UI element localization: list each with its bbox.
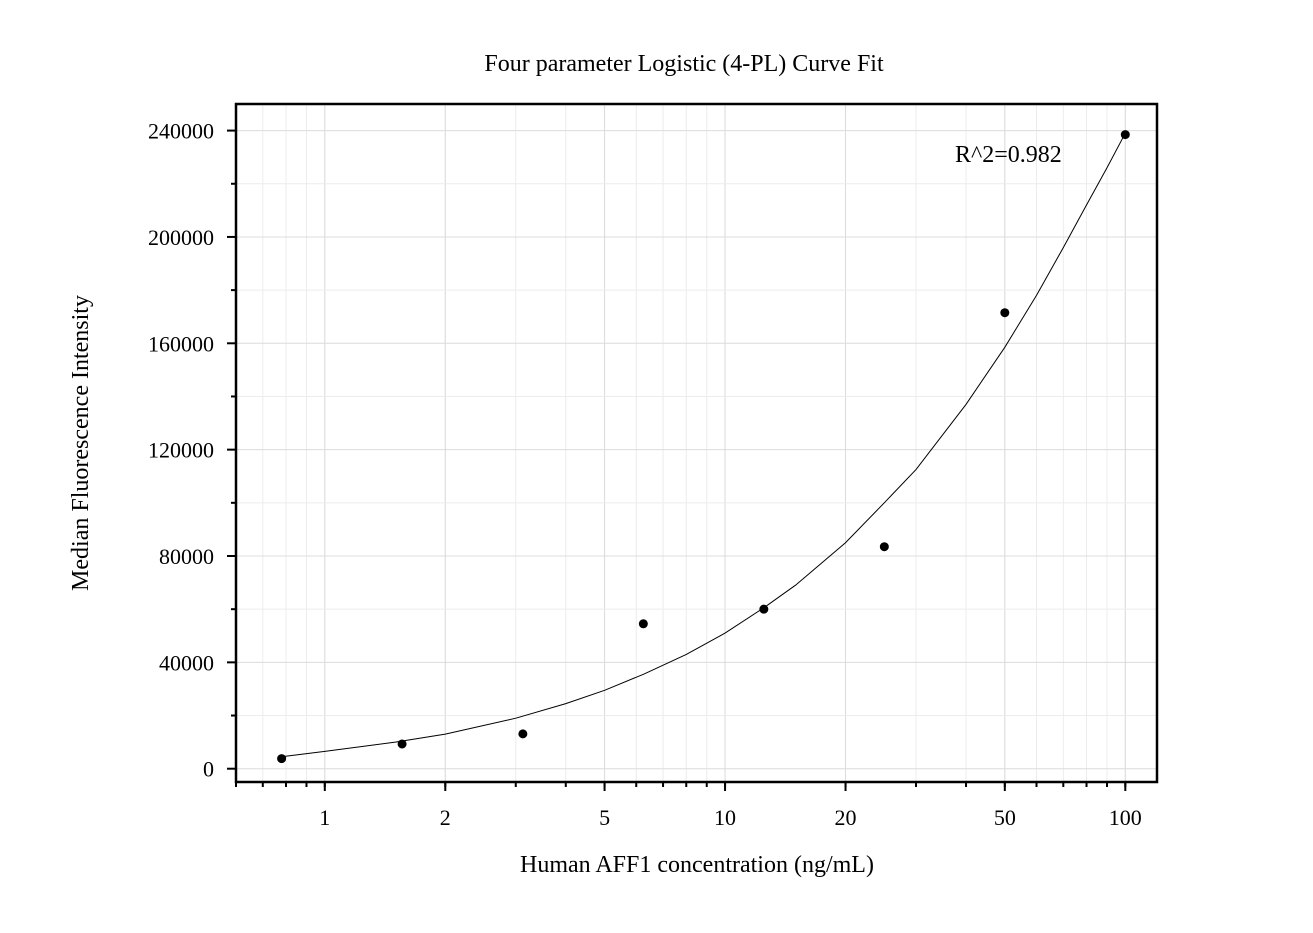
x-axis-label: Human AFF1 concentration (ng/mL)	[520, 852, 874, 878]
data-point	[397, 739, 407, 749]
y-tick-label: 80000	[159, 544, 214, 569]
y-tick-label: 0	[203, 757, 214, 782]
x-tick-label: 20	[835, 805, 857, 830]
data-point	[277, 754, 287, 764]
grid	[235, 104, 1157, 782]
y-tick-label: 160000	[148, 331, 214, 356]
x-tick-label: 1	[319, 805, 330, 830]
y-axis-label: Median Fluorescence Intensity	[68, 295, 94, 591]
y-tick-label: 200000	[148, 225, 214, 250]
y-tick-label: 240000	[148, 119, 214, 144]
y-tick-label: 120000	[148, 438, 214, 463]
fit-curve	[281, 132, 1126, 758]
x-tick-label: 10	[714, 805, 736, 830]
data-points-layer	[277, 130, 1130, 764]
data-point	[1000, 308, 1010, 318]
x-tick-label: 50	[994, 805, 1016, 830]
y-tick-label: 40000	[159, 650, 214, 675]
x-tick-label: 5	[599, 805, 610, 830]
fit-curve-layer	[281, 132, 1126, 758]
plot-frame	[234, 102, 1159, 784]
data-point	[759, 604, 769, 614]
y-tick-labels: 0 40000 80000 120000 160000 200000 240000	[148, 119, 214, 782]
data-point	[518, 729, 528, 739]
data-point	[638, 619, 648, 629]
axis-ticks	[227, 129, 1127, 791]
x-tick-labels: 1 2 5 10 20 50 100	[319, 805, 1142, 830]
x-tick-label: 100	[1109, 805, 1142, 830]
data-point	[879, 542, 889, 552]
x-tick-label: 2	[440, 805, 451, 830]
chart-title: Four parameter Logistic (4-PL) Curve Fit	[484, 51, 884, 77]
r-squared-annotation: R^2=0.982	[955, 142, 1062, 168]
data-point	[1120, 130, 1130, 140]
